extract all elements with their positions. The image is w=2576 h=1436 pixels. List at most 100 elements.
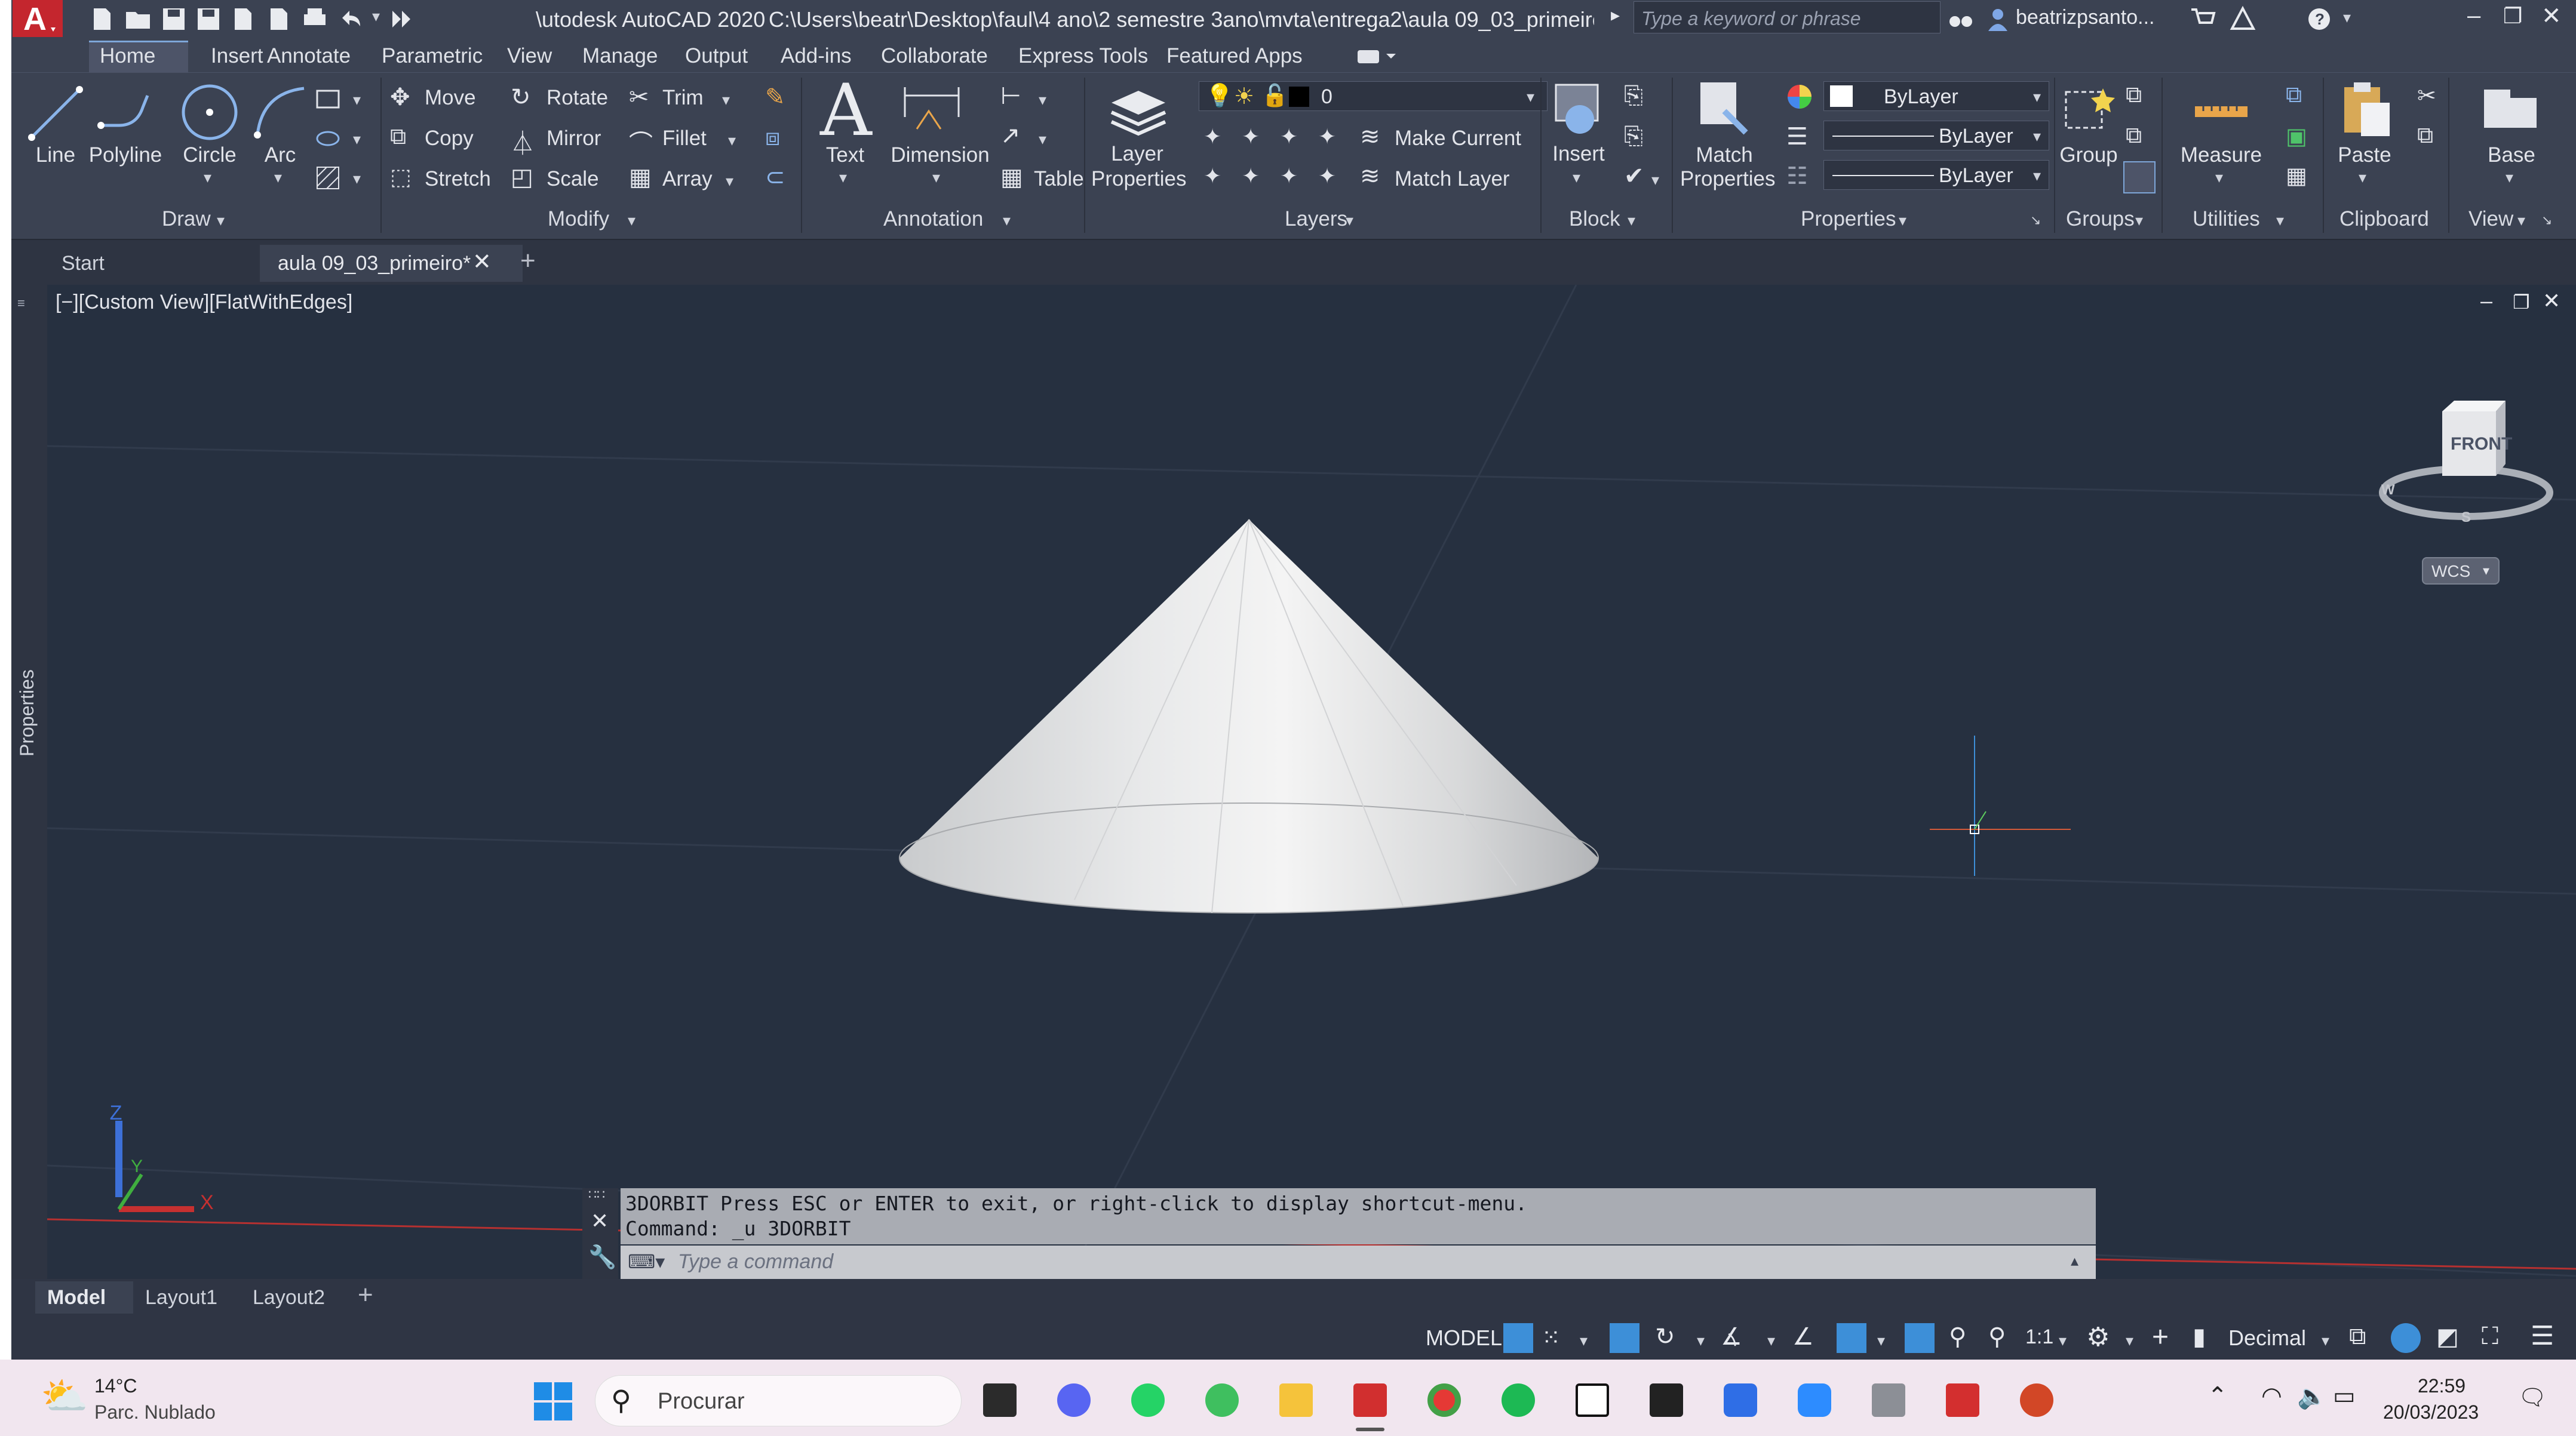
restore-icon[interactable]: ❐ bbox=[2503, 4, 2523, 28]
fillet-label[interactable]: Fillet bbox=[662, 127, 707, 150]
viewport-close-icon[interactable]: ✕ bbox=[2543, 288, 2561, 313]
dimension-label[interactable]: Dimension bbox=[891, 143, 990, 167]
spotify-icon[interactable] bbox=[1502, 1383, 1535, 1417]
text-tool-icon[interactable]: A bbox=[820, 69, 872, 152]
zoom-icon[interactable] bbox=[1798, 1383, 1831, 1417]
insert-label[interactable]: Insert bbox=[1552, 142, 1605, 165]
hatch-icon[interactable] bbox=[315, 165, 341, 191]
units-icon[interactable]: ▮ bbox=[2193, 1324, 2206, 1350]
linear-dim-dropdown-icon[interactable]: ▾ bbox=[1039, 91, 1047, 109]
lineweight-dropdown-arrow-icon[interactable]: ▾ bbox=[2033, 167, 2041, 185]
layer-isolate-icon[interactable]: ✦ bbox=[1242, 124, 1260, 149]
base-view-icon[interactable] bbox=[2480, 84, 2540, 137]
move-label[interactable]: Move bbox=[425, 86, 476, 109]
layer-properties-icon[interactable] bbox=[1106, 79, 1171, 141]
layers-panel-expand-icon[interactable]: ▾ bbox=[1346, 211, 1354, 229]
polar-dropdown-icon[interactable]: ▾ bbox=[1697, 1332, 1705, 1349]
workspace-gear-icon[interactable]: ⚙ bbox=[2086, 1323, 2110, 1352]
table-icon[interactable]: ▦ bbox=[1000, 164, 1023, 190]
printer-app-icon[interactable] bbox=[1872, 1383, 1905, 1417]
edit-block-icon[interactable]: ⎘ bbox=[1624, 123, 1643, 149]
group-label[interactable]: Group bbox=[2059, 143, 2118, 167]
ungroup-icon[interactable]: ⧉ bbox=[2126, 82, 2142, 107]
quick-select-icon[interactable]: ⧉ bbox=[2286, 82, 2302, 107]
fillet-dropdown-icon[interactable]: ▾ bbox=[728, 131, 736, 149]
select-all-icon[interactable]: ▣ bbox=[2286, 124, 2307, 149]
match-layer-icon[interactable]: ≋ bbox=[1360, 163, 1380, 189]
new-layout-icon[interactable]: + bbox=[358, 1280, 373, 1309]
weather-icon[interactable]: ⛅ bbox=[41, 1374, 88, 1417]
explode-icon[interactable]: ⧈ bbox=[765, 124, 781, 150]
cart-icon[interactable] bbox=[2189, 5, 2218, 33]
base-label[interactable]: Base bbox=[2488, 143, 2535, 167]
copy-label[interactable]: Copy bbox=[425, 127, 474, 150]
object-snap-toggle-icon[interactable] bbox=[1837, 1323, 1866, 1353]
edit-attributes-icon[interactable]: ✔ bbox=[1624, 163, 1644, 189]
autocad-logo-icon[interactable]: A bbox=[13, 0, 63, 37]
viewcube-front-face[interactable]: FRONT bbox=[2451, 434, 2513, 454]
powerpoint-icon[interactable] bbox=[2020, 1383, 2053, 1417]
layer-dropdown-arrow-icon[interactable]: ▾ bbox=[1527, 88, 1535, 106]
arc-label[interactable]: Arc bbox=[264, 143, 296, 167]
draw-panel-title[interactable]: Draw bbox=[162, 207, 211, 230]
annotation-scale-value[interactable]: 1:1 bbox=[2025, 1326, 2054, 1348]
sketch-app-icon[interactable] bbox=[1724, 1383, 1757, 1417]
battery-icon[interactable]: ▭ bbox=[2333, 1383, 2356, 1409]
close-icon[interactable]: ✕ bbox=[2541, 3, 2562, 29]
plot-icon[interactable] bbox=[300, 5, 329, 33]
discord-icon[interactable] bbox=[1057, 1383, 1091, 1417]
tab-output[interactable]: Output bbox=[685, 44, 748, 67]
tab-manage[interactable]: Manage bbox=[582, 44, 658, 67]
paste-icon[interactable] bbox=[2336, 79, 2396, 139]
linetype-value[interactable]: ByLayer bbox=[1939, 125, 2013, 147]
expand-title-icon[interactable]: ▸ bbox=[1611, 5, 1620, 25]
layer-properties-label-2[interactable]: Properties bbox=[1091, 167, 1187, 190]
tab-add-ins[interactable]: Add-ins bbox=[781, 44, 852, 67]
array-label[interactable]: Array bbox=[662, 167, 713, 190]
layer-freeze-icon[interactable]: ✦ bbox=[1280, 124, 1298, 149]
osnap-tracking-dropdown-icon[interactable]: ▾ bbox=[1767, 1332, 1776, 1349]
linetype-icon[interactable]: ☷ bbox=[1786, 163, 1808, 189]
open-folder-icon[interactable] bbox=[124, 5, 152, 33]
match-properties-icon[interactable] bbox=[1694, 79, 1754, 139]
groups-panel-expand-icon[interactable]: ▾ bbox=[2135, 211, 2144, 229]
snap-dropdown-icon[interactable]: ▾ bbox=[1580, 1332, 1588, 1349]
linetype-dropdown-arrow-icon[interactable]: ▾ bbox=[2033, 127, 2041, 145]
tab-annotate[interactable]: Annotate bbox=[267, 44, 351, 67]
mirror-icon[interactable]: ⏃ bbox=[511, 131, 535, 157]
draw-panel-expand-icon[interactable]: ▾ bbox=[217, 211, 225, 229]
wifi-icon[interactable]: ◠ bbox=[2261, 1383, 2282, 1409]
user-name[interactable]: beatrizpsanto... bbox=[2016, 6, 2155, 29]
binoculars-icon[interactable] bbox=[1946, 5, 1975, 33]
insert-block-icon[interactable] bbox=[1550, 79, 1610, 139]
leader-icon[interactable]: ↗ bbox=[1000, 122, 1021, 149]
color-dropdown-arrow-icon[interactable]: ▾ bbox=[2033, 88, 2041, 106]
command-history-toggle-icon[interactable]: ▴ bbox=[2071, 1251, 2079, 1269]
block-panel-expand-icon[interactable]: ▾ bbox=[1628, 211, 1636, 229]
layer-walk-icon[interactable]: ✦ bbox=[1203, 164, 1222, 188]
match-properties-label-1[interactable]: Match bbox=[1696, 143, 1753, 167]
offset-icon[interactable]: ⊂ bbox=[765, 164, 785, 190]
command-grip-icon[interactable]: ∷∷ bbox=[588, 1187, 605, 1202]
taskbar-search-box[interactable]: ⚲ Procurar bbox=[595, 1375, 962, 1426]
arc-tool-icon[interactable] bbox=[250, 81, 310, 141]
cut-icon[interactable]: ✂ bbox=[2417, 84, 2436, 109]
search-input[interactable]: Type a keyword or phrase bbox=[1641, 8, 1861, 29]
search-box[interactable]: Type a keyword or phrase bbox=[1634, 1, 1941, 33]
hardware-acceleration-icon[interactable]: ◩ bbox=[2436, 1324, 2459, 1350]
line-label[interactable]: Line bbox=[35, 143, 76, 167]
layers-panel-title[interactable]: Layers bbox=[1285, 207, 1348, 230]
redo-icon[interactable] bbox=[388, 5, 416, 33]
compass-west[interactable]: W bbox=[2381, 482, 2395, 498]
rhino-icon[interactable] bbox=[1650, 1383, 1683, 1417]
color-dropdown[interactable]: ByLayer ▾ bbox=[1823, 81, 2049, 111]
create-block-icon[interactable]: ⎘ bbox=[1624, 82, 1643, 109]
measure-dropdown-icon[interactable]: ▾ bbox=[2215, 168, 2224, 186]
dimension-dropdown-icon[interactable]: ▾ bbox=[932, 168, 941, 186]
wcs-menu[interactable]: WCS ▾ bbox=[2422, 557, 2500, 585]
open-web-icon[interactable] bbox=[229, 5, 257, 33]
annotation-monitor-icon[interactable]: + bbox=[2152, 1321, 2169, 1353]
group-icon[interactable] bbox=[2061, 80, 2118, 140]
copy-icon[interactable]: ⧉ bbox=[390, 124, 407, 149]
stretch-icon[interactable]: ⬚ bbox=[390, 165, 412, 190]
